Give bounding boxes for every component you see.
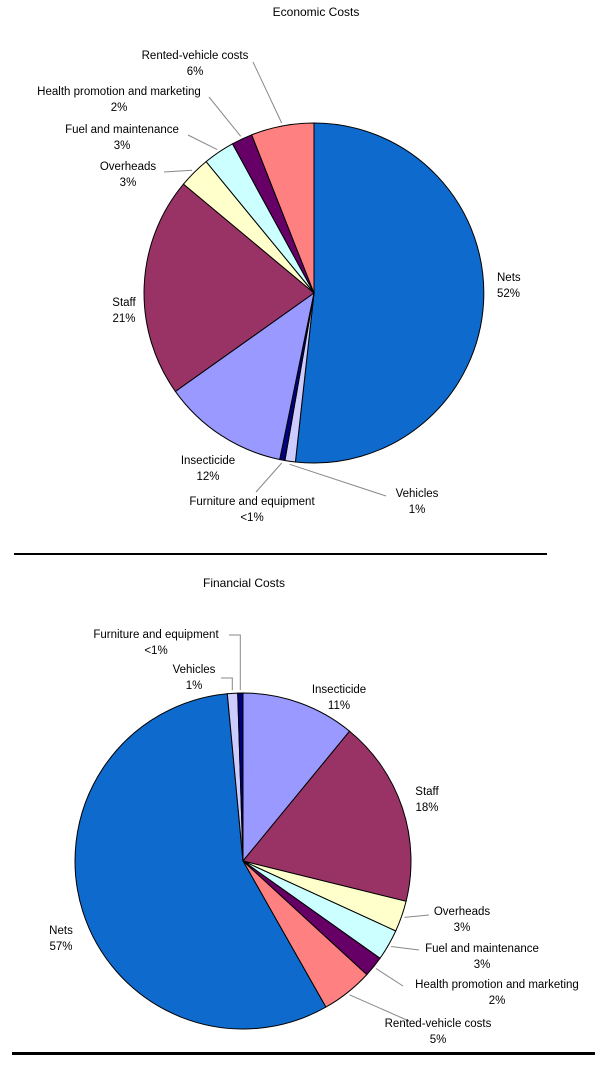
- slice-label-pct: 2%: [488, 994, 506, 1007]
- slice-label-text: Furniture and equipment: [93, 629, 219, 641]
- slice-label-text: Health promotion and marketing: [415, 979, 579, 991]
- slice-label-rented-vehicle-costs: Rented-vehicle costs 6%: [142, 49, 249, 80]
- slice-label-text: Vehicles: [172, 664, 216, 676]
- slice-label-text: Fuel and maintenance: [425, 943, 539, 955]
- slice-label-staff: Staff 21%: [112, 296, 135, 327]
- pie-slice-staff: [143, 183, 315, 393]
- leader-line-overheads: [404, 914, 430, 918]
- slice-label-vehicles: Vehicles 1%: [396, 487, 439, 518]
- pie-slice-insecticide: [174, 291, 315, 461]
- slice-label-health-promotion: Health promotion and marketing 2%: [415, 978, 579, 1009]
- slice-label-text: Insecticide: [180, 455, 236, 467]
- slice-label-pct: 1%: [185, 679, 203, 692]
- slice-label-pct: 3%: [119, 176, 137, 189]
- slice-label-pct: 1%: [408, 503, 426, 516]
- slice-label-pct: 12%: [196, 470, 220, 483]
- slice-label-vehicles: Vehicles 1%: [173, 663, 216, 694]
- leader-line-vehicles: [221, 677, 233, 691]
- pie-slice-nets: [294, 122, 485, 464]
- slice-label-nets: Nets 57%: [49, 924, 73, 955]
- slice-label-fuel-maintenance: Fuel and maintenance 3%: [65, 123, 179, 154]
- leader-line-vehicles: [289, 463, 387, 497]
- slice-label-pct: 52%: [497, 287, 521, 300]
- slice-label-text: Staff: [112, 297, 136, 309]
- slice-label-text: Fuel and maintenance: [65, 124, 179, 136]
- slice-label-text: Insecticide: [311, 684, 367, 696]
- slice-label-text: Health promotion and marketing: [37, 86, 201, 98]
- slice-label-text: Nets: [49, 925, 73, 937]
- slice-label-pct: 3%: [113, 139, 131, 152]
- slice-label-text: Furniture and equipment: [189, 496, 315, 508]
- slice-label-pct: 18%: [415, 801, 439, 814]
- slice-label-text: Nets: [497, 272, 521, 284]
- slice-label-text: Vehicles: [395, 488, 439, 500]
- leader-line-health-promotion-and-marketing: [208, 96, 242, 137]
- slice-label-fuel-maintenance: Fuel and maintenance 3%: [425, 942, 539, 973]
- slice-label-health-promotion: Health promotion and marketing 2%: [37, 85, 201, 116]
- chart-title-financial: Financial Costs: [202, 576, 286, 590]
- slice-label-pct: 3%: [453, 921, 471, 934]
- leader-line-furniture-and-equipment: [229, 634, 241, 690]
- slice-label-furniture-equipment: Furniture and equipment <1%: [93, 628, 218, 659]
- pie-slice-furniture-and-equipment: [237, 692, 244, 862]
- slice-label-rented-vehicle-costs: Rented-vehicle costs 5%: [385, 1017, 492, 1048]
- slice-label-insecticide: Insecticide 11%: [312, 683, 366, 714]
- chart-title-economic: Economic Costs: [272, 5, 360, 19]
- leader-line-fuel-and-maintenance: [187, 134, 218, 151]
- pie-slice-staff: [242, 730, 412, 902]
- slice-label-pct: 11%: [327, 699, 351, 712]
- leader-line-health-promotion-and-marketing: [375, 968, 404, 987]
- slice-label-pct: <1%: [144, 644, 168, 657]
- slice-label-pct: 6%: [186, 65, 204, 78]
- slice-label-pct: <1%: [240, 511, 264, 524]
- leader-line-overheads: [163, 169, 193, 173]
- slice-label-pct: 2%: [110, 101, 128, 114]
- slice-label-insecticide: Insecticide 12%: [181, 454, 235, 485]
- slice-label-text: Rented-vehicle costs: [141, 50, 249, 62]
- slice-label-pct: 21%: [112, 312, 136, 325]
- separator-line-bottom: [12, 1052, 595, 1055]
- leader-line-furniture-and-equipment: [255, 462, 283, 493]
- leader-line-fuel-and-maintenance: [391, 946, 420, 951]
- leader-line-rented-vehicle-costs: [252, 61, 283, 124]
- pie-slice-nets: [74, 693, 327, 1030]
- slice-label-text: Overheads: [99, 161, 157, 173]
- slice-label-text: Rented-vehicle costs: [384, 1018, 492, 1030]
- leader-line-rented-vehicle-costs: [349, 994, 410, 1022]
- slice-label-text: Overheads: [433, 906, 491, 918]
- slice-label-pct: 3%: [473, 958, 491, 971]
- slice-label-overheads: Overheads 3%: [100, 160, 156, 191]
- pie-slice-insecticide: [242, 692, 351, 863]
- separator-line-top: [14, 553, 547, 555]
- pie-slice-rented-vehicle-costs: [251, 122, 315, 294]
- slice-label-pct: 5%: [429, 1033, 447, 1046]
- slice-label-staff: Staff 18%: [415, 785, 438, 816]
- slice-label-pct: 57%: [49, 940, 73, 953]
- slice-label-furniture-equipment: Furniture and equipment <1%: [189, 495, 314, 526]
- slice-label-nets: Nets 52%: [497, 271, 521, 302]
- slice-label-text: Staff: [415, 786, 439, 798]
- slice-label-overheads: Overheads 3%: [434, 905, 490, 936]
